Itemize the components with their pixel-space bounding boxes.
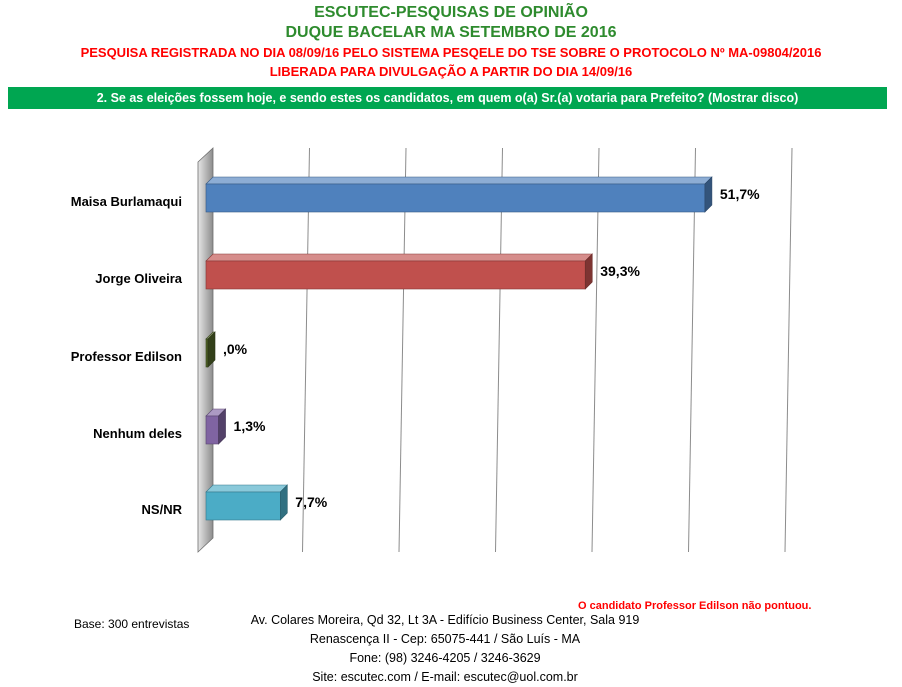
value-label: 7,7% [295, 494, 327, 510]
bar-end-face [280, 484, 288, 521]
category-label: Maisa Burlamaqui [71, 194, 182, 209]
value-label: ,0% [223, 341, 248, 357]
survey-company-title: ESCUTEC-PESQUISAS DE OPINIÃO [314, 4, 588, 21]
bar-top-face [205, 176, 713, 185]
bar-front-face [205, 491, 281, 521]
category-labels: Maisa Burlamaqui Jorge Oliveira Professor … [71, 194, 183, 517]
gridline [495, 147, 503, 553]
gridline [302, 147, 310, 553]
category-label: NS/NR [142, 502, 183, 517]
address-line-1: Av. Colares Moreira, Qd 32, Lt 3A - Edif… [250, 613, 640, 627]
bar-front-face [205, 183, 706, 213]
chart-side-wall [197, 147, 214, 553]
bar-front-face [205, 260, 586, 290]
bar-maisa-burlamaqui [205, 176, 713, 213]
release-notice: LIBERADA PARA DIVULGAÇÃO A PARTIR DO DIA… [269, 64, 633, 79]
chart-bars [205, 176, 713, 521]
contact-line: Site: escutec.com / E-mail: escutec@uol.… [312, 670, 578, 684]
gridline [591, 147, 600, 553]
phone-line: Fone: (98) 3246-4205 / 3246-3629 [349, 651, 541, 665]
survey-location-title: DUQUE BACELAR MA SETEMBRO DE 2016 [285, 24, 617, 41]
sample-base: Base: 300 entrevistas [74, 617, 190, 631]
bar-nenhum-deles [205, 408, 227, 445]
category-label: Jorge Oliveira [95, 271, 182, 286]
value-label: 39,3% [600, 263, 640, 279]
bar-end-face [207, 331, 216, 368]
bar-top-face [205, 484, 289, 493]
category-label: Professor Edilson [71, 349, 182, 364]
category-label: Nenhum deles [93, 426, 182, 441]
bar-end-face [584, 253, 593, 290]
bar-professor-edilson [205, 331, 216, 368]
bar-end-face [704, 176, 713, 213]
value-labels: 51,7% 39,3% ,0% 1,3% 7,7% [223, 186, 760, 510]
bar-top-face [205, 253, 593, 262]
gridline [398, 147, 407, 553]
value-label: 1,3% [234, 418, 266, 434]
address-line-2: Renascença II - Cep: 65075-441 / São Luí… [309, 632, 581, 646]
question-banner: 2. Se as eleições fossem hoje, e sendo e… [8, 87, 887, 109]
bar-front-face [205, 415, 219, 445]
bar-ns-nr [205, 484, 289, 521]
value-label: 51,7% [720, 186, 760, 202]
gridline [784, 147, 793, 553]
footnote: O candidato Professor Edilson não pontuo… [578, 600, 812, 612]
bar-chart: Maisa Burlamaqui Jorge Oliveira Professor … [71, 147, 793, 553]
bar-jorge-oliveira [205, 253, 593, 290]
bar-end-face [218, 408, 226, 445]
registration-notice: PESQUISA REGISTRADA NO DIA 08/09/16 PELO… [80, 45, 822, 60]
gridline [688, 147, 696, 553]
chart-gridlines [302, 147, 793, 553]
